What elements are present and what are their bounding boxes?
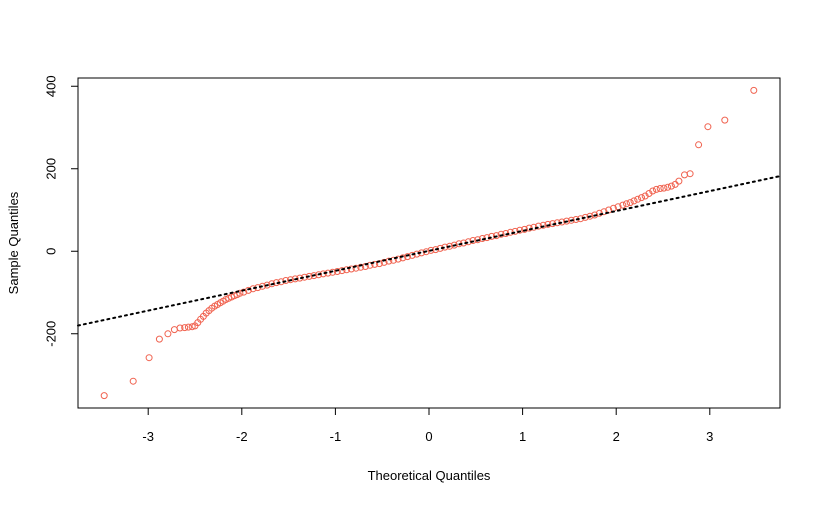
- data-point: [656, 185, 664, 192]
- x-axis-label: Theoretical Quantiles: [368, 468, 491, 483]
- data-point: [145, 354, 153, 362]
- data-point: [623, 200, 630, 208]
- data-point: [181, 324, 189, 332]
- data-point: [516, 226, 524, 234]
- y-tick-label: -200: [43, 321, 58, 347]
- data-point: [544, 220, 552, 228]
- data-point: [184, 323, 192, 331]
- data-point: [129, 377, 137, 385]
- data-point: [686, 170, 694, 178]
- y-tick-label: 0: [43, 248, 58, 255]
- data-point: [660, 184, 668, 192]
- x-tick-label: 2: [613, 429, 620, 444]
- data-point: [394, 255, 402, 263]
- reference-line: [77, 175, 781, 327]
- data-point: [446, 242, 454, 250]
- data-point: [649, 187, 657, 195]
- data-point: [244, 286, 252, 294]
- data-point: [404, 253, 411, 261]
- data-point: [100, 392, 108, 400]
- data-point: [310, 272, 318, 280]
- data-point: [287, 276, 294, 284]
- y-tick-label: 200: [43, 158, 58, 180]
- data-point: [567, 216, 575, 224]
- data-point: [399, 254, 407, 262]
- data-point: [389, 256, 397, 264]
- data-point: [188, 323, 196, 331]
- data-point: [492, 232, 500, 240]
- data-point: [667, 182, 675, 190]
- data-point: [626, 199, 634, 207]
- data-point: [721, 116, 729, 124]
- y-axis: -200 0 200 400: [43, 75, 79, 347]
- data-point: [675, 177, 683, 185]
- data-point: [268, 280, 276, 288]
- data-point: [371, 260, 379, 268]
- data-point: [427, 246, 435, 254]
- data-point: [664, 183, 672, 191]
- reference-line-layer: [77, 175, 781, 327]
- data-point: [600, 208, 608, 216]
- data-point: [263, 281, 271, 289]
- data-point: [539, 221, 547, 229]
- x-tick-label: 0: [425, 429, 432, 444]
- data-point: [652, 185, 660, 193]
- y-tick-label: 400: [43, 75, 58, 97]
- data-point: [634, 195, 642, 203]
- data-point: [357, 263, 365, 271]
- data-point: [366, 261, 374, 269]
- data-point: [750, 86, 758, 94]
- data-point: [469, 237, 477, 244]
- data-point: [291, 275, 299, 283]
- x-tick-label: 1: [519, 429, 526, 444]
- data-point: [385, 257, 393, 265]
- data-point: [695, 141, 703, 149]
- y-axis-label: Sample Quantiles: [6, 191, 21, 294]
- data-point: [155, 335, 163, 343]
- data-point: [497, 230, 505, 238]
- data-point: [422, 248, 430, 256]
- data-point: [591, 211, 599, 219]
- data-point: [704, 123, 712, 131]
- x-tick-label: -2: [236, 429, 248, 444]
- x-tick-label: -3: [142, 429, 154, 444]
- data-point: [630, 197, 638, 205]
- data-point: [352, 264, 360, 272]
- data-point: [619, 201, 627, 209]
- data-point: [521, 225, 528, 233]
- data-point: [164, 330, 172, 338]
- x-axis: -3 -2 -1 0 1 2 3: [142, 407, 713, 444]
- data-point: [236, 289, 244, 297]
- data-point: [240, 288, 248, 296]
- data-point: [586, 212, 594, 220]
- data-point: [563, 217, 571, 225]
- data-point: [474, 236, 482, 244]
- data-point: [176, 324, 184, 332]
- data-point: [638, 194, 645, 202]
- x-tick-label: -1: [330, 429, 342, 444]
- data-point: [450, 241, 458, 249]
- data-point: [333, 268, 341, 275]
- x-tick-label: 3: [706, 429, 713, 444]
